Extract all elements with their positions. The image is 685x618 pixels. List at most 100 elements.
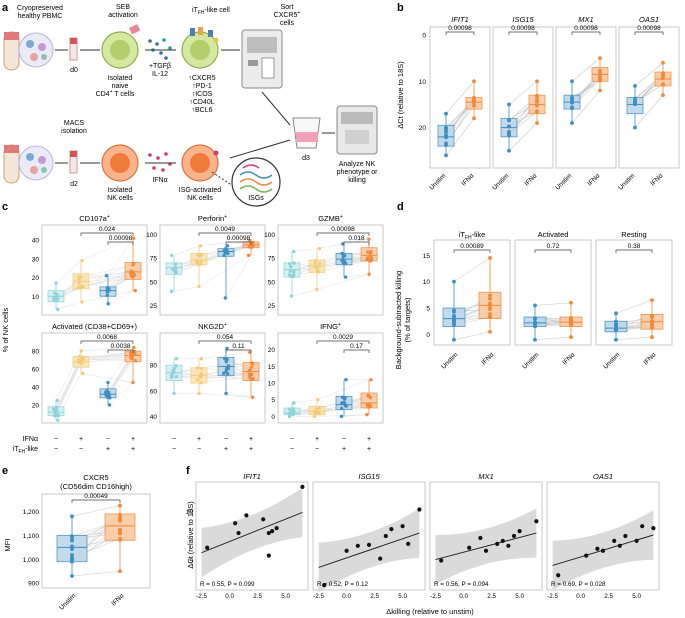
panel-f-point <box>244 513 249 518</box>
panel-c-pvalue: 0.0038 <box>111 343 131 350</box>
panel-b-point-ifn <box>472 99 476 103</box>
panel-c-pair-line <box>291 399 318 404</box>
panel-c-point <box>248 377 253 381</box>
panel-b-point-ifn <box>598 71 602 76</box>
panel-b-point-ifn <box>535 109 539 114</box>
panel-b-label: b <box>397 2 404 14</box>
panel-d-point-unstim <box>614 311 618 316</box>
panel-f-point <box>556 573 561 578</box>
panel-e-point-unstim <box>70 534 74 539</box>
panel-f-point <box>640 524 645 529</box>
panel-c-pvalue: 0.024 <box>99 226 116 233</box>
seb-label-1: SEB <box>116 4 130 11</box>
panel-c-point <box>169 253 174 258</box>
panel-b-point-unstim <box>633 96 637 101</box>
panel-c-point <box>54 281 58 285</box>
cryo-label-1: Cryopreserved <box>17 5 63 12</box>
panel-c-point <box>77 281 81 285</box>
macs-label-2: isolation <box>61 128 87 135</box>
panel-f-xtick: 0.0 <box>459 593 468 600</box>
panel-c-sign: − <box>172 446 176 453</box>
panel-c-point <box>249 365 254 369</box>
nk-label-2: NK cells <box>107 195 133 202</box>
panel-d-point-unstim <box>452 323 456 327</box>
panel-b-point-ifn <box>598 88 602 93</box>
panel-c-ytick: 20 <box>32 275 40 282</box>
panel-c-bracket <box>343 241 370 245</box>
panel-c-frame <box>159 332 266 424</box>
panel-b-point-unstim <box>570 95 574 100</box>
panel-c-point <box>195 366 200 370</box>
panel-c-point <box>369 256 373 260</box>
panel-d-point-unstim <box>533 316 537 321</box>
panel-c-point <box>223 251 228 255</box>
panel-c-point <box>173 270 178 275</box>
panel-c-pair-line <box>225 255 252 299</box>
d2-label: d2 <box>70 181 78 188</box>
panel-f-point <box>366 542 372 547</box>
panel-c-ytick: 50 <box>268 279 276 286</box>
panel-c-pair-line <box>107 290 134 304</box>
panel-d-pair-line <box>453 257 491 282</box>
panel-c-sign: + <box>249 436 253 443</box>
panel-f-point <box>378 556 383 561</box>
panel-c-point <box>248 373 253 377</box>
panel-f-point <box>322 582 327 588</box>
panel-b-bracket <box>508 31 538 35</box>
panel-c-sign: + <box>131 436 135 443</box>
panel-c-point <box>367 237 371 241</box>
panel-c-point <box>288 262 292 266</box>
panel-c-pair-line <box>80 353 134 361</box>
panel-d-pvalue: 0.00089 <box>460 243 484 250</box>
panel-f-fit-line <box>201 511 303 554</box>
panel-d-point-ifn <box>569 321 573 325</box>
panel-c-point <box>365 257 369 262</box>
panel-b-point-unstim <box>444 153 448 158</box>
naive-cd4-cell-icon <box>101 24 141 69</box>
panel-e-ytick-0: 900 <box>28 581 39 588</box>
panel-f-xtick: 5.0 <box>632 593 641 600</box>
panel-b-point-unstim <box>570 121 574 125</box>
panel-c-ytick: 0 <box>271 414 275 421</box>
panel-d-point-ifn <box>569 300 573 305</box>
panel-c-pair-line <box>291 248 318 252</box>
panel-f-ytick: 5 <box>189 558 193 565</box>
panel-b-pair-line <box>571 90 601 124</box>
panel-b-point-unstim <box>507 102 511 107</box>
panel-c-point <box>80 371 85 376</box>
panel-d-point-unstim <box>614 319 618 324</box>
panel-b-point-ifn <box>661 82 665 87</box>
panel-b-point-ifn <box>661 93 665 98</box>
nk-label-1: Isolated <box>108 187 133 194</box>
ifna-dots-icon <box>148 152 172 172</box>
panel-f-point <box>270 528 275 534</box>
panel-c-point <box>56 307 60 312</box>
analyze-label-3: killing <box>348 177 366 184</box>
panel-c-subplot-1: Perforin+ 25 50 75 100 0.0049 0.00098 <box>146 214 266 316</box>
panel-c-point <box>339 414 344 419</box>
panel-e: e MFI CXCR5(CD56dim CD16high) 900 1,000 1,1… <box>2 465 151 612</box>
panel-c-title-sup: + <box>107 214 110 220</box>
panel-d-ytick-1: 5 <box>426 306 430 313</box>
panel-f-subplot-IFIT1: IFIT1 R = 0.55, P = 0.099 -2.5 0.0 2.5 5.0 5 10 <box>186 472 309 600</box>
panel-d-ytick-0: 0 <box>426 332 430 339</box>
well-plate-icon <box>292 117 321 149</box>
panel-c-point <box>292 269 296 274</box>
panel-c-point <box>369 249 373 254</box>
panel-f-title: ISG15 <box>358 472 380 481</box>
panel-c-point <box>365 412 369 417</box>
panel-c-point <box>131 236 136 240</box>
panel-c-sign: + <box>249 446 253 453</box>
panel-d-point-unstim <box>614 337 618 342</box>
panel-c-pair-line <box>80 373 134 383</box>
panel-c-point <box>341 254 345 259</box>
panel-c-sign: + <box>106 446 110 453</box>
panel-f-point <box>266 553 271 558</box>
panel-e-pvalue: 0.00049 <box>84 493 108 500</box>
panel-c-point <box>80 300 84 304</box>
panel-c-ytick: 20 <box>32 403 40 410</box>
panel-c-point <box>104 273 109 278</box>
panel-b-bracket <box>634 31 664 35</box>
panel-f-xtick: 0.0 <box>576 593 585 600</box>
